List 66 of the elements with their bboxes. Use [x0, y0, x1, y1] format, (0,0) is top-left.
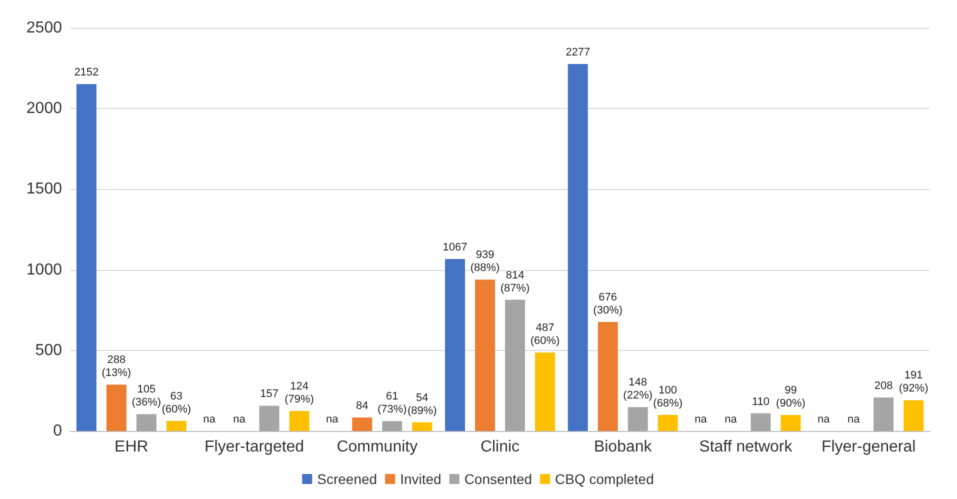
data-label: 54 (89%): [407, 392, 437, 417]
data-label: 61 (73%): [377, 390, 407, 416]
x-tick-label: Flyer-targeted: [204, 438, 304, 456]
legend-label: CBQ completed: [555, 471, 654, 487]
bar: [568, 64, 588, 431]
bar: [874, 397, 894, 431]
data-label: 288 (13%): [102, 354, 132, 380]
legend-label: Screened: [317, 471, 378, 487]
bar: [76, 84, 96, 431]
bar: [658, 414, 678, 431]
y-tick-label: 0: [53, 422, 62, 440]
text: na: [203, 414, 216, 426]
x-tick-label: Staff network: [699, 438, 794, 456]
text: na: [847, 414, 860, 426]
data-label: 676 (30%): [593, 292, 623, 317]
data-label: 110: [752, 396, 770, 408]
bar: [750, 413, 771, 431]
data-label: 208: [874, 380, 893, 392]
data-label: 105 (36%): [132, 384, 162, 409]
y-tick-label: 1000: [26, 261, 62, 278]
bar: [289, 411, 310, 431]
x-tick-label: Biobank: [594, 438, 653, 456]
bar: [598, 322, 618, 431]
x-tick-label: Clinic: [480, 438, 520, 456]
text: na: [326, 414, 338, 426]
bar: [475, 280, 495, 431]
bar: [166, 420, 186, 431]
text: na: [233, 414, 246, 426]
data-label: 487 (60%): [530, 322, 560, 347]
data-label: 191 (92%): [898, 370, 928, 395]
text: na: [724, 414, 737, 426]
bar: [412, 422, 432, 431]
data-label: 148 (22%): [623, 376, 653, 402]
bar: [535, 352, 555, 431]
legend-label: Invited: [400, 471, 442, 487]
data-label: 157: [260, 388, 278, 400]
data-label: 2152: [74, 66, 99, 79]
data-label: 1067: [442, 242, 468, 254]
bar: [505, 300, 525, 431]
text: na: [694, 414, 707, 426]
data-label: 2277: [566, 46, 590, 58]
bar: [259, 406, 280, 431]
bar: [382, 421, 402, 431]
text: na: [817, 414, 830, 426]
x-tick-label: Community: [336, 438, 418, 456]
x-tick-label: EHR: [114, 438, 148, 456]
bar: [780, 415, 801, 431]
data-label: 100 (68%): [653, 384, 683, 410]
bar: [136, 414, 156, 431]
x-tick-label: Flyer-general: [821, 438, 916, 456]
data-label: 124 (79%): [284, 380, 314, 406]
bar: [904, 400, 924, 431]
data-label: 99 (90%): [776, 384, 806, 410]
data-label: 814 (87%): [500, 269, 530, 294]
bar: [352, 417, 372, 431]
data-label: 84: [356, 400, 368, 412]
y-tick-label: 1500: [26, 180, 62, 198]
bar: [106, 384, 126, 431]
legend-label: Consented: [464, 471, 532, 487]
bar: [445, 259, 465, 431]
y-tick-label: 2500: [26, 20, 62, 36]
data-label: 939 (88%): [470, 249, 500, 274]
y-tick-label: 2000: [26, 100, 62, 118]
data-label: 63 (60%): [162, 390, 192, 416]
bar: [628, 407, 648, 431]
y-tick-label: 500: [35, 342, 62, 359]
